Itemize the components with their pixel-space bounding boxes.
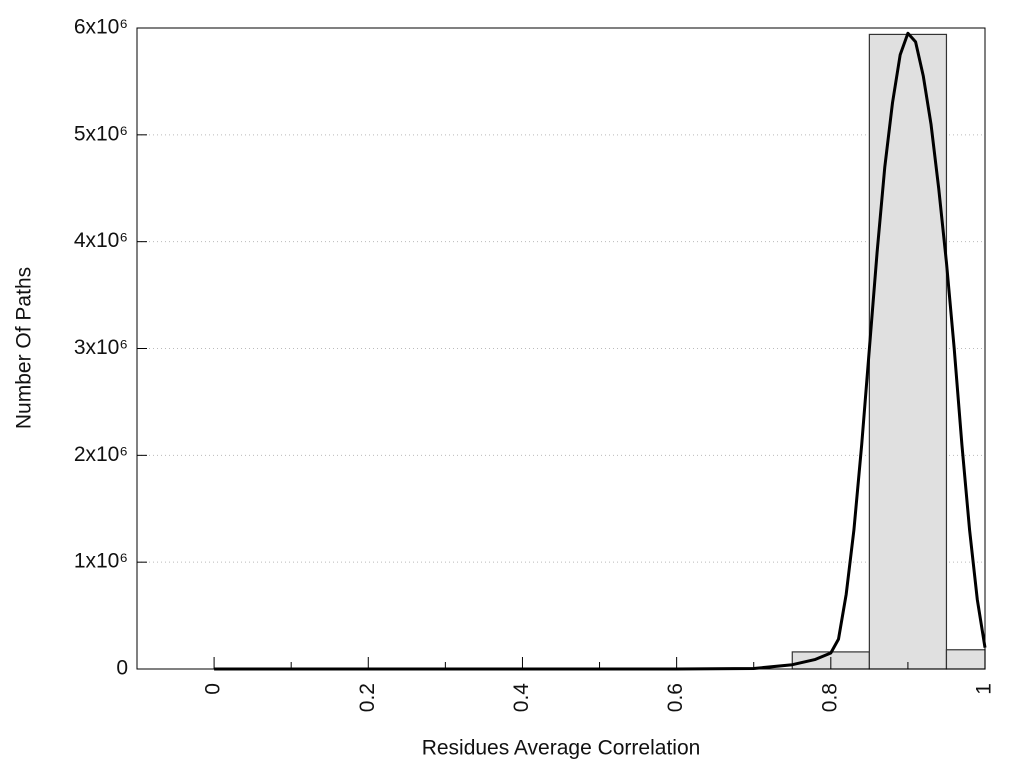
x-tick-label: 0.2: [356, 683, 379, 712]
x-axis-label: Residues Average Correlation: [422, 737, 701, 760]
plot-frame: [136, 27, 986, 670]
x-tick-label: 0.6: [664, 683, 687, 712]
y-axis-label: Number Of Paths: [13, 267, 36, 429]
x-tick-label: 0: [202, 683, 225, 695]
x-tick-label: 0.4: [510, 683, 533, 713]
y-tick-label: 6x10⁶: [74, 16, 128, 39]
histogram-bar: [868, 33, 948, 670]
y-tick-label: 0: [116, 657, 128, 680]
y-tick-label: 2x10⁶: [74, 443, 128, 466]
x-tick-label: 0.8: [818, 683, 841, 712]
y-tick-label: 4x10⁶: [74, 229, 128, 252]
y-tick-label: 3x10⁶: [74, 336, 128, 359]
y-tick-label: 5x10⁶: [74, 122, 128, 145]
histogram-bar: [945, 649, 986, 670]
x-tick-label: 1: [973, 683, 996, 695]
y-tick-label: 1x10⁶: [74, 550, 128, 573]
